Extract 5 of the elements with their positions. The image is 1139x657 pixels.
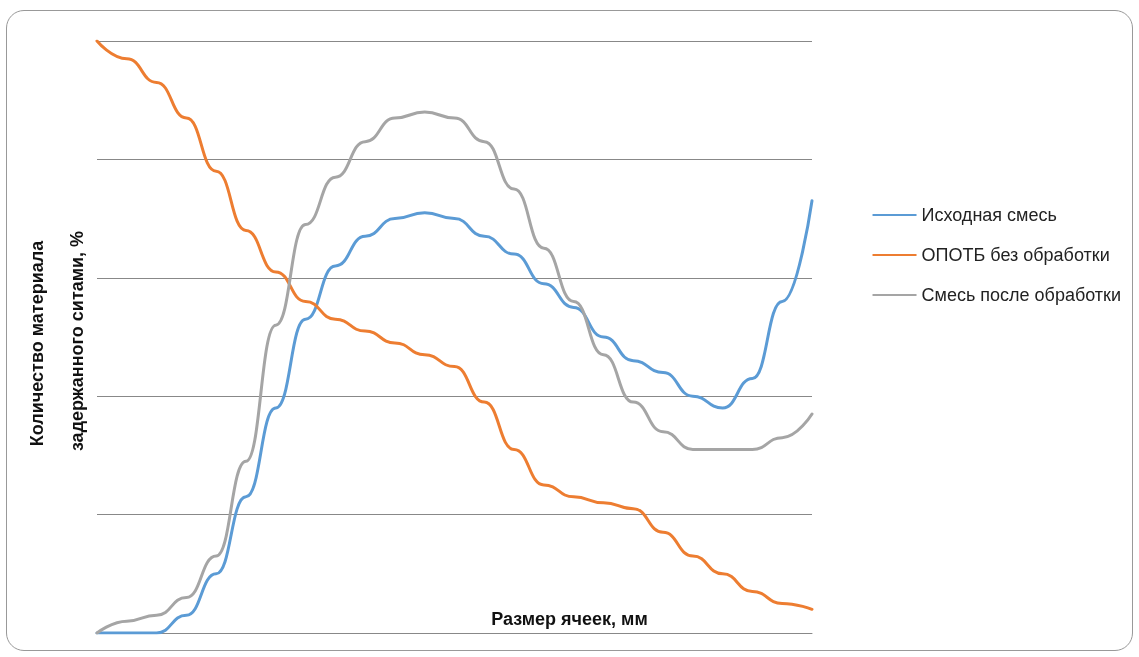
x-axis-title: Размер ячеек, мм [491,609,648,629]
legend-label: Смесь после обработки [921,285,1122,305]
legend-label: Исходная смесь [921,205,1057,225]
y-axis-title: Количество материала задержанного ситами, % [27,230,87,452]
legend-label: ОПОТБ без обработки [921,245,1110,265]
